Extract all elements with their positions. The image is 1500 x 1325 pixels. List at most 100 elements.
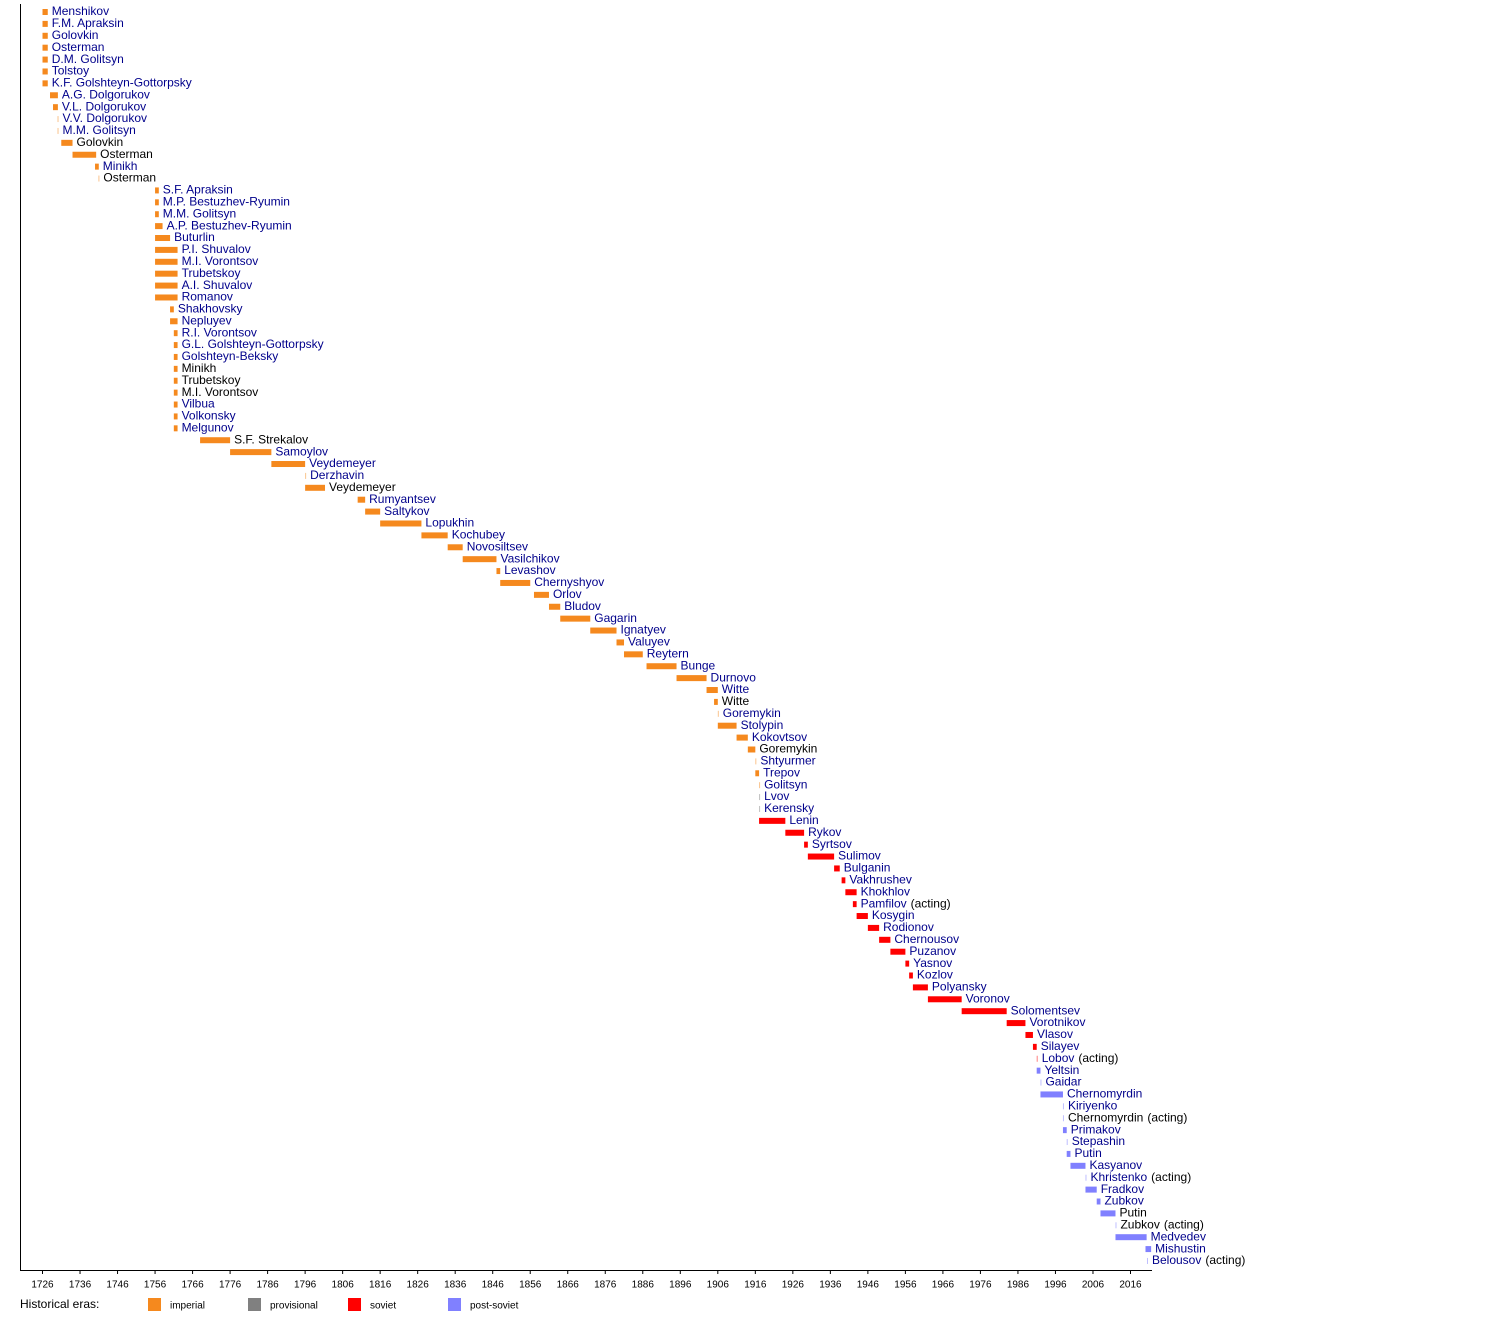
bar-label[interactable]: Bunge xyxy=(681,658,716,672)
bar-label[interactable]: Stepashin xyxy=(1072,1134,1125,1148)
bar-label[interactable]: Bludov xyxy=(564,599,601,613)
bar-label[interactable]: M.M. Golitsyn xyxy=(63,123,136,137)
bar-label[interactable]: Buturlin xyxy=(174,230,215,244)
bar-label[interactable]: Derzhavin xyxy=(310,468,364,482)
bar xyxy=(1006,1020,1026,1027)
bar-label[interactable]: Rykov xyxy=(808,825,841,839)
bar-note: (acting) xyxy=(911,896,951,910)
bar xyxy=(1066,1139,1068,1146)
bar-label[interactable]: Shakhovsky xyxy=(178,302,243,316)
bar-label[interactable]: K.F. Golshteyn-Gottorpsky xyxy=(52,76,192,90)
bar-label[interactable]: Trepov xyxy=(763,765,800,779)
bar-label[interactable]: Lvov xyxy=(764,789,789,803)
bar-label[interactable]: Yeltsin xyxy=(1044,1063,1079,1077)
bar-label[interactable]: Medvedev xyxy=(1151,1229,1206,1243)
bar-label[interactable]: Veydemeyer xyxy=(309,456,376,470)
bar-label[interactable]: Solomentsev xyxy=(1011,1003,1080,1017)
bar-label[interactable]: Rodionov xyxy=(883,920,934,934)
bar-label[interactable]: Gaidar xyxy=(1045,1075,1081,1089)
bar-label[interactable]: V.L. Dolgorukov xyxy=(62,99,146,113)
bar-label[interactable]: Durnovo xyxy=(711,670,757,684)
bar-label[interactable]: Ignatyev xyxy=(621,623,666,637)
bar-label[interactable]: F.M. Apraksin xyxy=(52,16,124,30)
bar-label[interactable]: Reytern xyxy=(647,647,689,661)
bar-label[interactable]: Kozlov xyxy=(917,968,953,982)
bar-label[interactable]: Nepluyev xyxy=(182,313,232,327)
bar-label[interactable]: Kochubey xyxy=(452,528,505,542)
bar-label[interactable]: Kasyanov xyxy=(1089,1158,1142,1172)
bar-label[interactable]: A.P. Bestuzhev-Ryumin xyxy=(167,218,292,232)
bar-label[interactable]: A.G. Dolgorukov xyxy=(62,87,150,101)
bar-label[interactable]: Lenin xyxy=(789,813,818,827)
bar-label[interactable]: Romanov xyxy=(182,290,233,304)
bar-label[interactable]: Fradkov xyxy=(1101,1182,1144,1196)
bar-label[interactable]: Gagarin xyxy=(594,611,637,625)
bar-label[interactable]: Putin xyxy=(1074,1146,1101,1160)
bar-label[interactable]: Golitsyn xyxy=(764,777,807,791)
bar-label[interactable]: Golovkin xyxy=(52,28,99,42)
bar-label[interactable]: Menshikov xyxy=(52,4,109,18)
bar-label[interactable]: Trubetskoy xyxy=(182,266,241,280)
bar-label[interactable]: A.I. Shuvalov xyxy=(182,278,253,292)
bar-label[interactable]: Valuyev xyxy=(628,635,670,649)
bar-label[interactable]: Samoylov xyxy=(275,444,328,458)
bar-label[interactable]: Mishustin xyxy=(1155,1241,1206,1255)
bar-label[interactable]: Sulimov xyxy=(838,849,881,863)
bar-label[interactable]: Stolypin xyxy=(741,718,784,732)
bar-label[interactable]: Shtyurmer xyxy=(760,754,815,768)
bar xyxy=(462,556,497,563)
bar-label[interactable]: Levashov xyxy=(504,563,555,577)
bar-label[interactable]: Zubkov xyxy=(1104,1194,1143,1208)
bar-label[interactable]: D.M. Golitsyn xyxy=(52,52,124,66)
bar xyxy=(173,401,178,408)
bar-label[interactable]: Belousov xyxy=(1152,1253,1201,1267)
bar-label[interactable]: Vasilchikov xyxy=(500,551,559,565)
bar-label[interactable]: Volkonsky xyxy=(182,409,236,423)
bar-label[interactable]: Melgunov xyxy=(182,420,234,434)
bar-label[interactable]: Puzanov xyxy=(909,944,956,958)
bar-label[interactable]: S.F. Apraksin xyxy=(163,183,233,197)
bar-label[interactable]: M.P. Bestuzhev-Ryumin xyxy=(163,194,290,208)
bar-label[interactable]: Kokovtsov xyxy=(752,730,807,744)
bar-label[interactable]: Silayev xyxy=(1041,1039,1080,1053)
bar-label[interactable]: Witte xyxy=(722,682,750,696)
bar-label[interactable]: Yasnov xyxy=(913,956,952,970)
bar-label[interactable]: P.I. Shuvalov xyxy=(182,242,251,256)
bar-label[interactable]: Chernousov xyxy=(894,932,959,946)
bar-label[interactable]: Polyansky xyxy=(932,980,987,994)
bar-label[interactable]: Kosygin xyxy=(872,908,915,922)
bar-label[interactable]: Saltykov xyxy=(384,504,429,518)
bar xyxy=(1062,1127,1067,1134)
bar-label[interactable]: Bulganin xyxy=(844,861,891,875)
bar-label[interactable]: Pamfilov xyxy=(861,896,907,910)
bar-label[interactable]: Minikh xyxy=(103,159,138,173)
bar-label[interactable]: Tolstoy xyxy=(52,64,89,78)
bar-label[interactable]: Vakhrushev xyxy=(849,873,911,887)
bar-label[interactable]: Vorotnikov xyxy=(1029,1015,1085,1029)
bar-label[interactable]: Osterman xyxy=(52,40,105,54)
bar-label[interactable]: Chernyshyov xyxy=(534,575,604,589)
bar-label[interactable]: M.M. Golitsyn xyxy=(163,206,236,220)
bar-label[interactable]: Vlasov xyxy=(1037,1027,1073,1041)
bar-label[interactable]: Voronov xyxy=(966,991,1010,1005)
bar-label[interactable]: Lobov xyxy=(1042,1051,1075,1065)
bar-label[interactable]: Khristenko xyxy=(1090,1170,1147,1184)
bar-label[interactable]: Primakov xyxy=(1071,1122,1121,1136)
bar-label[interactable]: Kiriyenko xyxy=(1068,1099,1118,1113)
bar-label[interactable]: Orlov xyxy=(553,587,582,601)
bar-label[interactable]: V.V. Dolgorukov xyxy=(63,111,148,125)
bar-label[interactable]: Syrtsov xyxy=(812,837,852,851)
bar-label[interactable]: Vilbua xyxy=(182,397,215,411)
bar-label[interactable]: R.I. Vorontsov xyxy=(182,325,257,339)
bar-label[interactable]: Chernomyrdin xyxy=(1067,1087,1142,1101)
bar-label[interactable]: Novosiltsev xyxy=(467,539,528,553)
bar-label[interactable]: Golshteyn-Beksky xyxy=(182,349,279,363)
bar xyxy=(42,9,48,15)
bar-label[interactable]: Goremykin xyxy=(723,706,781,720)
bar-label[interactable]: M.I. Vorontsov xyxy=(182,254,259,268)
bar-label[interactable]: Khokhlov xyxy=(861,884,910,898)
bar-label[interactable]: Rumyantsev xyxy=(369,492,436,506)
bar-label[interactable]: Lopukhin xyxy=(425,516,474,530)
bar-label[interactable]: G.L. Golshteyn-Gottorpsky xyxy=(182,337,324,351)
bar-label[interactable]: Kerensky xyxy=(764,801,814,815)
